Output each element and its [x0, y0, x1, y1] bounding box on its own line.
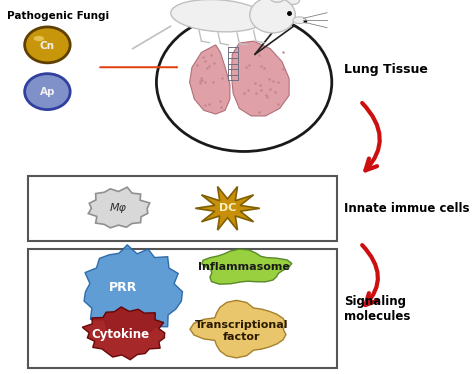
Ellipse shape	[286, 0, 300, 4]
Ellipse shape	[34, 36, 44, 41]
Polygon shape	[190, 300, 286, 358]
Polygon shape	[82, 307, 165, 360]
Text: Pathogenic Fungi: Pathogenic Fungi	[7, 11, 109, 21]
FancyBboxPatch shape	[28, 249, 337, 368]
FancyBboxPatch shape	[28, 176, 337, 241]
Polygon shape	[84, 245, 182, 338]
Text: Ap: Ap	[40, 88, 55, 97]
Ellipse shape	[293, 17, 306, 24]
Ellipse shape	[270, 0, 285, 2]
Text: Inflammasome: Inflammasome	[198, 263, 290, 272]
Circle shape	[156, 13, 332, 151]
Polygon shape	[195, 187, 260, 230]
Polygon shape	[190, 45, 230, 114]
Text: Innate immue cells: Innate immue cells	[344, 202, 469, 215]
FancyArrowPatch shape	[100, 67, 177, 68]
Text: Cn: Cn	[40, 41, 55, 50]
Circle shape	[25, 74, 70, 110]
Ellipse shape	[171, 0, 265, 32]
Text: Mφ: Mφ	[110, 203, 127, 213]
Text: DC: DC	[219, 203, 236, 213]
Circle shape	[250, 0, 295, 33]
Polygon shape	[88, 187, 150, 228]
Text: Transcriptional
factor: Transcriptional factor	[195, 320, 289, 342]
Polygon shape	[231, 41, 289, 116]
Polygon shape	[202, 249, 292, 284]
Text: Lung Tissue: Lung Tissue	[344, 63, 428, 76]
Text: Signaling
molecules: Signaling molecules	[344, 295, 410, 322]
Circle shape	[25, 27, 70, 63]
Text: Cytokine: Cytokine	[92, 328, 150, 341]
Text: PRR: PRR	[109, 282, 137, 294]
